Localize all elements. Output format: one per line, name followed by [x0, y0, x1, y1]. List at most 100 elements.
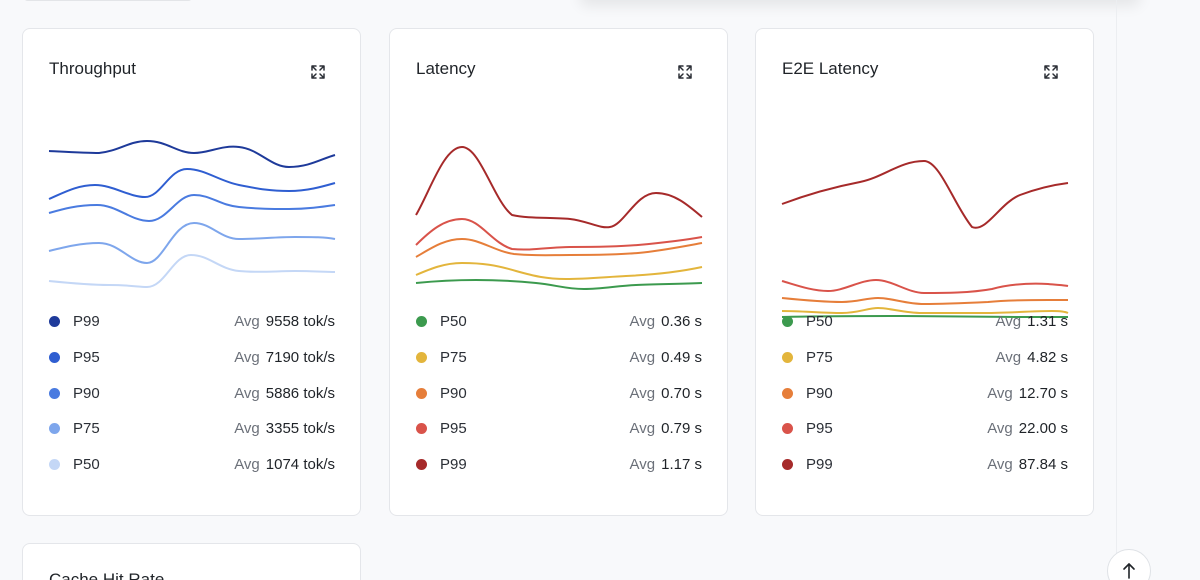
avg-label: Avg — [629, 420, 656, 438]
series-line-p75 — [781, 306, 1069, 315]
e2e-latency-chart-svg — [781, 159, 1069, 318]
series-line-p95 — [415, 217, 703, 251]
legend-row-p99: P99 Avg 1.17 s — [416, 447, 702, 483]
series-line-p50 — [415, 278, 703, 291]
legend-row-p95: P95 Avg 7190 tok/s — [49, 340, 335, 376]
legend-dot — [49, 423, 60, 435]
legend-label: P50 — [440, 313, 467, 331]
legend-dot — [49, 387, 60, 399]
cache-hit-rate-card: Cache Hit Rate — [22, 543, 361, 580]
expand-button[interactable] — [677, 64, 693, 80]
legend-dot — [416, 352, 427, 364]
expand-icon — [678, 65, 692, 79]
series-line-p75 — [415, 261, 703, 281]
legend-dot — [49, 459, 60, 471]
avg-label: Avg — [987, 456, 1013, 474]
legend-dot — [416, 459, 427, 471]
latency-legend: P50 Avg 0.36 s P75 Avg 0.49 s P90 Avg 0.… — [416, 304, 702, 482]
legend-row-p75: P75 Avg 0.49 s — [416, 340, 702, 376]
legend-dot — [416, 316, 427, 328]
legend-row-p90: P90 Avg 5886 tok/s — [49, 375, 335, 411]
legend-row-p50: P50 Avg 1074 tok/s — [49, 447, 335, 483]
legend-row-p99: P99 Avg 87.84 s — [782, 447, 1068, 483]
legend-label: P75 — [806, 349, 833, 367]
avg-label: Avg — [234, 420, 260, 438]
avg-value: 87.84 s — [1018, 456, 1068, 474]
series-line-p95 — [781, 278, 1069, 295]
series-line-p99 — [415, 145, 703, 229]
avg-value: 0.79 s — [661, 420, 702, 438]
avg-value: 1.17 s — [661, 456, 702, 474]
throughput-chart-svg — [48, 139, 336, 289]
scroll-to-top-button[interactable] — [1107, 549, 1151, 580]
legend-label: P75 — [73, 420, 100, 438]
legend-row-p50: P50 Avg 0.36 s — [416, 304, 702, 340]
avg-label: Avg — [234, 456, 260, 474]
avg-value: 22.00 s — [1018, 420, 1068, 438]
avg-label: Avg — [629, 456, 656, 474]
series-line-p90 — [781, 296, 1068, 306]
avg-label: Avg — [629, 349, 656, 367]
avg-value: 4.82 s — [1027, 349, 1068, 367]
card-title: Latency — [416, 59, 476, 78]
legend-row-p75: P75 Avg 3355 tok/s — [49, 411, 335, 447]
avg-value: 3355 tok/s — [265, 420, 335, 438]
series-line-p95 — [48, 167, 336, 200]
avg-label: Avg — [234, 349, 260, 367]
legend-row-p90: P90 Avg 12.70 s — [782, 375, 1068, 411]
legend-label: P95 — [806, 420, 833, 438]
legend-label: P95 — [73, 349, 100, 367]
e2e-latency-chart — [781, 109, 1069, 318]
legend-label: P75 — [440, 349, 467, 367]
series-line-p50 — [48, 253, 336, 289]
arrow-up-icon — [1123, 563, 1135, 579]
legend-dot — [416, 423, 427, 435]
series-line-p99 — [48, 139, 336, 169]
avg-label: Avg — [629, 384, 656, 402]
legend-dot — [782, 423, 793, 435]
expand-icon — [1044, 65, 1058, 79]
legend-label: P99 — [440, 456, 467, 474]
avg-value: 12.70 s — [1018, 384, 1068, 402]
expand-button[interactable] — [310, 64, 326, 80]
page-divider — [1116, 0, 1117, 580]
legend-label: P90 — [440, 384, 467, 402]
avg-value: 1.31 s — [1027, 313, 1068, 331]
expand-button[interactable] — [1043, 64, 1059, 80]
legend-label: P50 — [806, 313, 833, 331]
legend-dot — [782, 387, 793, 399]
e2e-latency-card: E2E Latency P50 Avg 1.31 s P75 Avg 4.82 … — [755, 28, 1094, 516]
avg-value: 1074 tok/s — [265, 456, 335, 474]
e2e-latency-legend: P50 Avg 1.31 s P75 Avg 4.82 s P90 Avg 12… — [782, 304, 1068, 482]
avg-value: 7190 tok/s — [265, 349, 335, 367]
legend-label: P50 — [73, 456, 100, 474]
avg-value: 5886 tok/s — [265, 384, 335, 402]
legend-dot — [49, 316, 60, 328]
avg-value: 0.70 s — [661, 384, 702, 402]
legend-label: P99 — [806, 456, 833, 474]
legend-dot — [782, 459, 793, 471]
legend-dot — [49, 352, 60, 364]
legend-row-p90: P90 Avg 0.70 s — [416, 375, 702, 411]
throughput-chart — [48, 109, 336, 289]
avg-label: Avg — [234, 384, 260, 402]
legend-dot — [416, 387, 427, 399]
legend-row-p50: P50 Avg 1.31 s — [782, 304, 1068, 340]
legend-dot — [782, 316, 793, 328]
avg-label: Avg — [629, 313, 656, 331]
card-title: Cache Hit Rate — [49, 570, 165, 580]
throughput-legend: P99 Avg 9558 tok/s P95 Avg 7190 tok/s P9… — [49, 304, 335, 482]
legend-row-p95: P95 Avg 22.00 s — [782, 411, 1068, 447]
latency-chart-svg — [415, 145, 703, 291]
card-title: Throughput — [49, 59, 136, 78]
top-toolbar-fragment — [24, 0, 192, 1]
avg-label: Avg — [995, 349, 1022, 367]
avg-label: Avg — [234, 313, 260, 331]
latency-chart — [415, 109, 703, 291]
series-line-p50 — [781, 314, 1068, 318]
avg-value: 0.49 s — [661, 349, 702, 367]
legend-row-p75: P75 Avg 4.82 s — [782, 340, 1068, 376]
latency-card: Latency P50 Avg 0.36 s P75 Avg 0.49 s — [389, 28, 728, 516]
expand-icon — [311, 65, 325, 79]
legend-row-p95: P95 Avg 0.79 s — [416, 411, 702, 447]
